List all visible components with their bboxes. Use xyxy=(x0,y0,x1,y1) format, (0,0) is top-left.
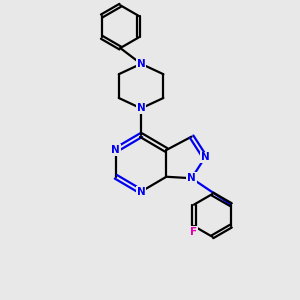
Text: N: N xyxy=(137,187,146,196)
Text: N: N xyxy=(137,103,146,113)
Text: N: N xyxy=(111,145,120,155)
Text: N: N xyxy=(187,173,196,183)
Text: N: N xyxy=(201,152,209,162)
Text: F: F xyxy=(190,227,197,237)
Text: N: N xyxy=(137,59,146,69)
